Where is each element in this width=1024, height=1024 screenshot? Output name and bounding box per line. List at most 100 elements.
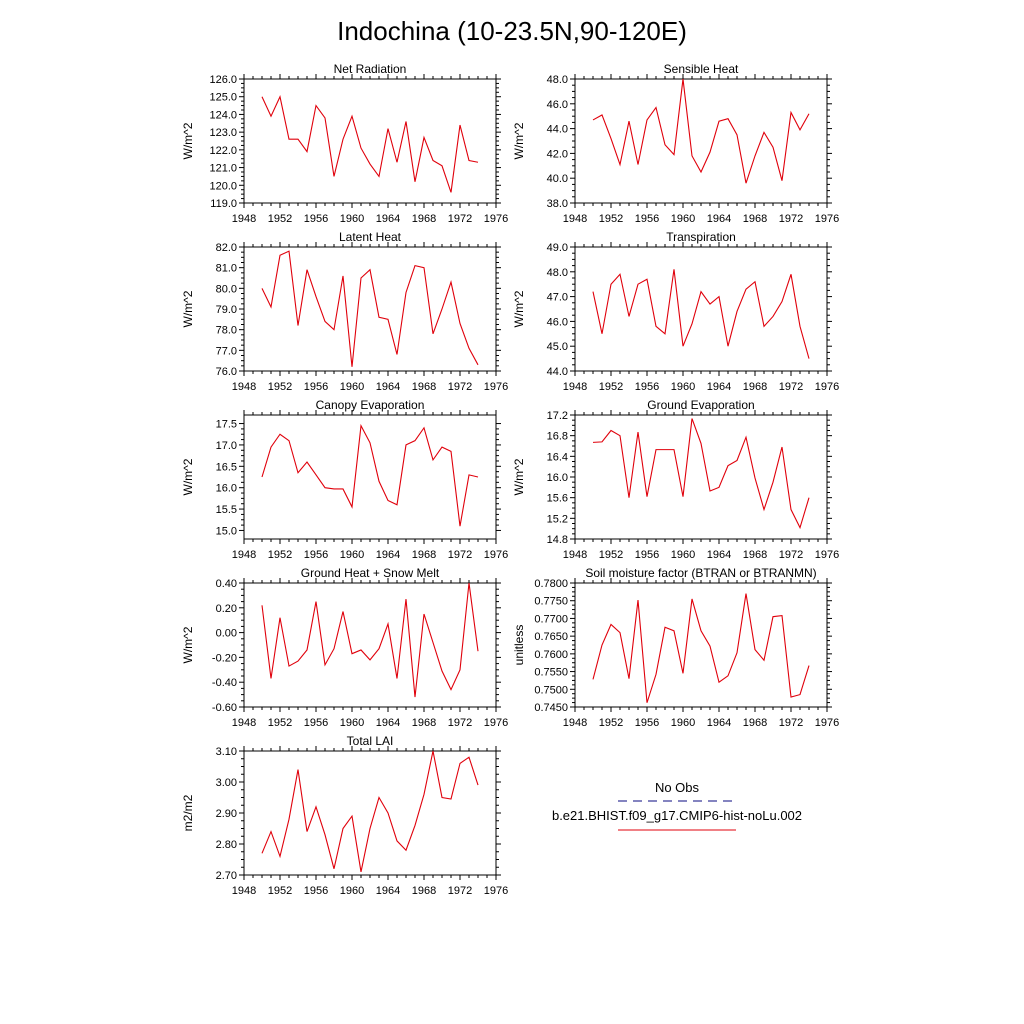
y-axis-label: W/m^2 [181,122,195,159]
legend: No Obs b.e21.BHIST.f09_g17.CMIP6-hist-no… [552,780,802,831]
plot-frame [574,414,828,540]
series-line [261,423,479,527]
panel-grid: Net Radiation W/m^2 1948 1952 1956 1960 1964 19… [181,62,839,897]
x-tick-label: 1948 [563,213,587,225]
x-tick-label: 1960 [671,549,695,561]
y-tick-label: 78.0 [216,325,237,337]
y-tick-label: 16.0 [216,483,237,495]
y-tick-label: 46.0 [547,99,568,111]
chart-panel: Canopy Evaporation W/m^2 1948 1952 1956 1960 1… [181,398,508,561]
x-tick-label: 1972 [448,885,472,897]
x-tick-label: 1948 [563,549,587,561]
y-tick-label: 0.7650 [534,631,568,643]
y-tick-label: 125.0 [209,92,237,104]
x-tick-label: 1976 [484,381,508,393]
chart-panel: Total LAI m2/m2 1948 1952 1956 1960 1964 1968 19… [181,734,508,897]
y-tick-label: 38.0 [547,198,568,210]
x-tick-label: 1956 [304,885,328,897]
x-tick-label: 1960 [340,885,364,897]
x-tick-label: 1972 [779,717,803,729]
x-tick-label: 1976 [484,213,508,225]
x-tick-label: 1952 [599,213,623,225]
x-tick-label: 1964 [707,213,731,225]
y-tick-label: -0.20 [212,652,237,664]
x-tick-label: 1960 [340,717,364,729]
x-tick-label: 1956 [635,213,659,225]
x-tick-label: 1952 [599,549,623,561]
y-tick-label: 17.2 [547,410,568,422]
y-tick-label: 79.0 [216,304,237,316]
x-tick-label: 1976 [484,717,508,729]
x-tick-label: 1956 [635,717,659,729]
x-tick-label: 1968 [412,213,436,225]
y-tick-label: 15.5 [216,504,237,516]
y-axis-label: W/m^2 [512,290,526,327]
x-tick-label: 1952 [599,717,623,729]
y-tick-label: 17.0 [216,440,237,452]
plot-frame [574,246,828,372]
series-line [261,582,479,698]
y-tick-label: 2.90 [216,808,237,820]
x-tick-label: 1968 [743,549,767,561]
x-tick-label: 1968 [743,717,767,729]
x-tick-label: 1956 [304,717,328,729]
x-tick-label: 1968 [743,381,767,393]
y-tick-label: 17.5 [216,419,237,431]
plot-frame [243,246,497,372]
x-tick-label: 1964 [707,549,731,561]
y-tick-label: 44.0 [547,366,568,378]
x-tick-label: 1972 [448,381,472,393]
y-axis-label: W/m^2 [181,290,195,327]
y-tick-label: 123.0 [209,127,237,139]
y-tick-label: 80.0 [216,283,237,295]
panel-title: Ground Evaporation [647,398,754,412]
y-axis-label: W/m^2 [512,458,526,495]
x-tick-label: 1960 [671,381,695,393]
y-axis-label: W/m^2 [512,122,526,159]
x-tick-label: 1968 [412,381,436,393]
x-tick-label: 1964 [376,381,400,393]
y-tick-label: -0.40 [212,677,237,689]
x-tick-label: 1964 [376,717,400,729]
figure-title: Indochina (10-23.5N,90-120E) [337,16,687,46]
x-tick-label: 1964 [376,213,400,225]
x-tick-label: 1972 [779,549,803,561]
x-tick-label: 1972 [779,213,803,225]
x-tick-label: 1948 [563,717,587,729]
x-tick-label: 1952 [268,213,292,225]
y-tick-label: 0.7500 [534,684,568,696]
panel-title: Net Radiation [334,62,407,76]
x-tick-label: 1964 [707,381,731,393]
x-tick-label: 1976 [484,885,508,897]
series-line [592,78,810,184]
panel-title: Sensible Heat [664,62,739,76]
y-tick-label: 47.0 [547,292,568,304]
chart-panel: Transpiration W/m^2 1948 1952 1956 1960 1964 19… [512,230,839,393]
x-tick-label: 1948 [232,381,256,393]
chart-panel: Sensible Heat W/m^2 1948 1952 1956 1960 1964 19… [512,62,839,225]
y-tick-label: 0.40 [216,578,237,590]
plot-frame [574,78,828,204]
y-tick-label: 40.0 [547,173,568,185]
y-tick-label: 3.10 [216,746,237,758]
series-line [592,418,810,530]
y-tick-label: 124.0 [209,109,237,121]
x-tick-label: 1952 [268,381,292,393]
y-tick-label: 49.0 [547,242,568,254]
x-tick-label: 1948 [232,717,256,729]
x-tick-label: 1952 [268,549,292,561]
y-tick-label: 16.8 [547,431,568,443]
series-line [261,94,479,193]
x-tick-label: 1972 [448,717,472,729]
y-tick-label: 15.2 [547,513,568,525]
y-tick-label: 45.0 [547,341,568,353]
y-tick-label: 48.0 [547,267,568,279]
x-tick-label: 1964 [707,717,731,729]
x-tick-label: 1948 [232,213,256,225]
x-tick-label: 1964 [376,549,400,561]
y-axis-label: m2/m2 [181,794,195,831]
x-tick-label: 1956 [635,549,659,561]
y-tick-label: 0.00 [216,628,237,640]
x-tick-label: 1976 [484,549,508,561]
